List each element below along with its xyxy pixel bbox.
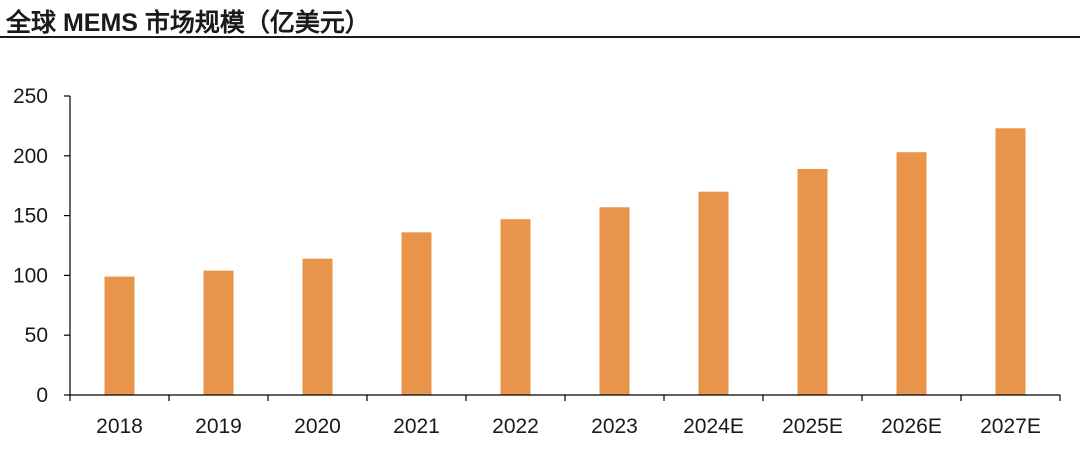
bar-2019 (203, 270, 234, 395)
x-tick-label: 2025E (782, 415, 843, 438)
y-tick-label: 150 (13, 205, 48, 228)
bars-group (104, 128, 1026, 396)
y-tick-label: 200 (13, 145, 48, 168)
x-tick-label: 2023 (591, 415, 638, 438)
x-axis: 2018 2019 2020 2021 2022 2023 2024E 2025E 2026E 2… (69, 394, 1061, 438)
x-tick-label: 2024E (683, 415, 744, 438)
y-tick-label: 100 (13, 264, 48, 287)
y-tick-label: 0 (36, 384, 48, 407)
bar-2021 (401, 232, 432, 395)
bar-2025E (797, 168, 828, 395)
x-tick-label: 2021 (393, 415, 440, 438)
y-tick-label: 50 (25, 324, 48, 347)
y-axis: 0 50 100 150 200 250 (13, 85, 71, 407)
x-tick-label: 2022 (492, 415, 539, 438)
bar-2027E (995, 128, 1026, 396)
chart-title: 全球 MEMS 市场规模（亿美元） (6, 9, 370, 37)
x-tick-label: 2018 (96, 415, 143, 438)
bar-2020 (302, 258, 333, 395)
bar-2026E (896, 152, 927, 395)
x-tick-label: 2020 (294, 415, 341, 438)
bar-2018 (104, 276, 135, 395)
bar-2023 (599, 207, 630, 395)
bar-2024E (698, 191, 729, 395)
y-tick-label: 250 (13, 85, 48, 108)
x-tick-label: 2027E (980, 415, 1041, 438)
bar-2022 (500, 219, 531, 395)
x-tick-label: 2026E (881, 415, 942, 438)
x-tick-label: 2019 (195, 415, 242, 438)
title-bar: 全球 MEMS 市场规模（亿美元） (0, 0, 1080, 38)
